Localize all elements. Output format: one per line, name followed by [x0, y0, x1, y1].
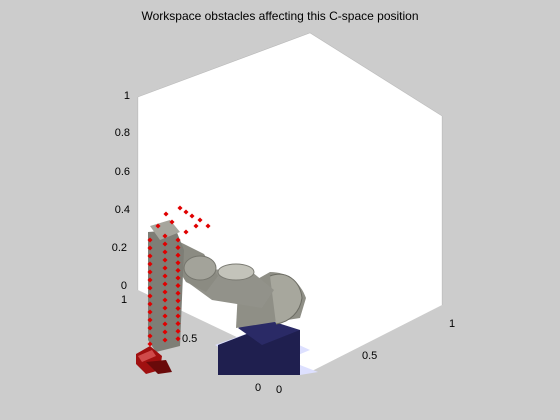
obstacle-point — [147, 341, 153, 347]
obstacle-point — [175, 237, 181, 243]
obstacle-point — [193, 223, 199, 229]
y-tick-label: 0.5 — [182, 333, 197, 345]
obstacle-point — [162, 281, 168, 287]
obstacle-point — [147, 245, 153, 251]
z-tick-label: 1 — [124, 90, 130, 102]
obstacle-point — [175, 267, 181, 273]
obstacle-point — [147, 261, 153, 267]
obstacle-point — [147, 277, 153, 283]
obstacle-point — [147, 301, 153, 307]
obstacle-point — [175, 305, 181, 311]
obstacle-point — [175, 313, 181, 319]
obstacle-point — [162, 241, 168, 247]
obstacle-point — [183, 209, 189, 215]
obstacle-point — [163, 211, 169, 217]
robot-arm — [148, 220, 306, 352]
obstacle-point — [162, 265, 168, 271]
obstacle-point — [175, 336, 181, 342]
obstacle-point — [162, 329, 168, 335]
obstacle-point — [147, 317, 153, 323]
x-tick-label: 0.5 — [362, 350, 377, 362]
z-tick-labels: 0 0.2 0.4 0.6 0.8 1 — [112, 90, 130, 292]
plot-title: Workspace obstacles affecting this C-spa… — [141, 9, 419, 23]
obstacle-point — [147, 237, 153, 243]
obstacle-point — [162, 313, 168, 319]
z-tick-label: 0.6 — [115, 166, 130, 178]
obstacle-point — [147, 285, 153, 291]
obstacle-point — [147, 333, 153, 339]
obstacle-point — [177, 205, 183, 211]
z-tick-label: 0.8 — [115, 127, 130, 139]
obstacle-point — [162, 233, 168, 239]
x-tick-label: 1 — [449, 318, 455, 330]
obstacle-point — [169, 219, 175, 225]
z-tick-label: 0.2 — [112, 242, 127, 254]
obstacle-points — [147, 205, 211, 347]
obstacle-point — [162, 297, 168, 303]
y-tick-labels: 1 0.5 0 — [121, 294, 261, 394]
obstacle-point — [147, 293, 153, 299]
y-tick-label: 1 — [121, 294, 127, 306]
obstacle-point — [175, 328, 181, 334]
x-tick-label: 0 — [276, 384, 282, 396]
obstacle-point — [147, 309, 153, 315]
obstacle-point — [175, 245, 181, 251]
y-tick-label: 0 — [255, 382, 261, 394]
obstacle-point — [162, 321, 168, 327]
obstacle-point — [175, 290, 181, 296]
obstacle-point — [175, 252, 181, 258]
obstacle-point — [147, 325, 153, 331]
obstacle-point — [162, 257, 168, 263]
obstacle-point — [175, 283, 181, 289]
obstacle-point — [205, 223, 211, 229]
obstacle-point — [175, 298, 181, 304]
obstacle-point — [175, 321, 181, 327]
obstacle-point — [175, 275, 181, 281]
gripper — [136, 346, 172, 374]
obstacle-point — [155, 223, 161, 229]
axes-top-edge — [137, 32, 443, 117]
obstacle-point — [197, 217, 203, 223]
obstacle-point — [162, 249, 168, 255]
obstacle-point — [162, 337, 168, 343]
obstacle-point — [162, 289, 168, 295]
obstacle-point — [189, 213, 195, 219]
obstacle-point — [147, 269, 153, 275]
obstacle-point — [162, 273, 168, 279]
obstacle-point — [162, 305, 168, 311]
obstacle-point — [183, 229, 189, 235]
obstacle-point — [175, 260, 181, 266]
axes-back-face — [138, 33, 442, 372]
z-tick-label: 0.4 — [115, 204, 130, 216]
z-tick-label: 0 — [121, 280, 127, 292]
x-tick-labels: 0 0.5 1 — [276, 318, 455, 396]
